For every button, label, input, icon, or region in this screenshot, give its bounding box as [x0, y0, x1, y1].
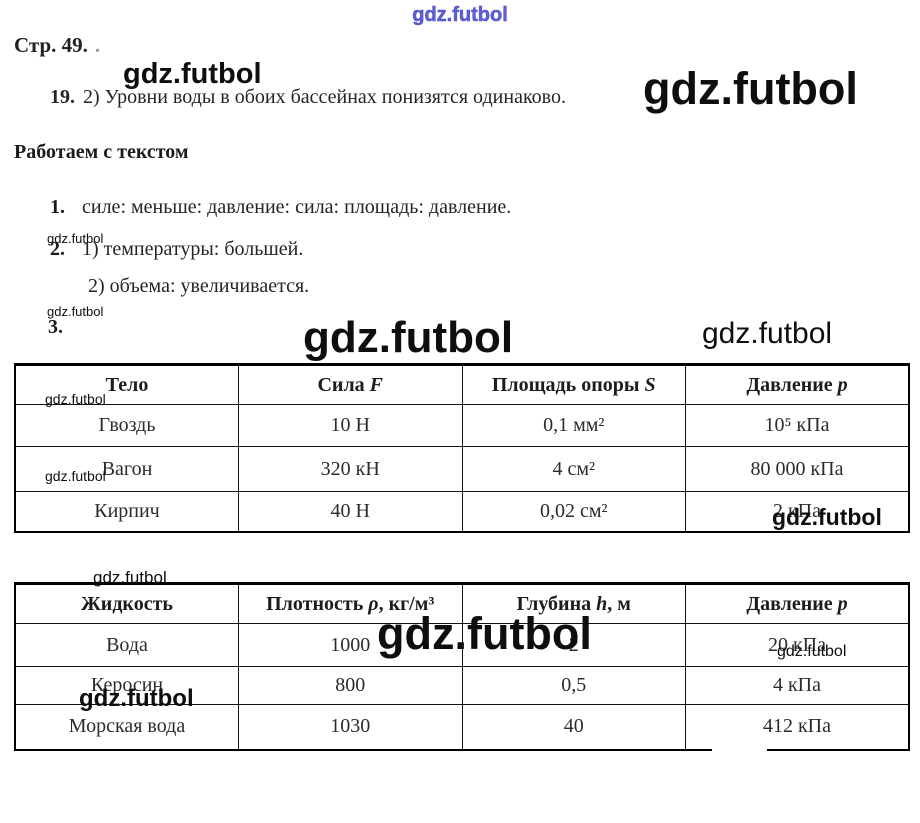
cell: 320 кН — [238, 446, 463, 492]
item-text: силе: меньше: давление: сила: площадь: д… — [82, 196, 512, 218]
header-label: Площадь опоры — [491, 373, 645, 396]
col-header-body: Тело — [14, 364, 239, 405]
item-text: 1) температуры: большей. — [82, 238, 304, 260]
header-label: Давление — [746, 592, 838, 615]
header-var: p — [837, 373, 848, 396]
header-label: Сила — [317, 373, 370, 396]
scan-border-gap — [712, 745, 767, 753]
watermark: gdz.futbol — [643, 63, 858, 114]
watermark: gdz.futbol — [93, 568, 167, 587]
answer-line-19: 19. 2) Уровни воды в обоих бассейнах пони… — [50, 86, 566, 109]
header-var: ρ — [368, 592, 379, 615]
cell: 800 — [238, 666, 463, 705]
watermark: gdz.futbol — [123, 58, 262, 90]
col-header-liquid: Жидкость — [14, 583, 239, 624]
table-row: Гвоздь 10 Н 0,1 мм² 10⁵ кПа — [14, 404, 910, 447]
table-header-row: Жидкость Плотность ρ, кг/м³ Глубина h, м… — [14, 583, 910, 624]
table-header-row: Тело Сила F Площадь опоры S Давление p — [14, 364, 910, 405]
cell: 0,02 см² — [461, 491, 686, 532]
cell: Вода — [14, 623, 239, 667]
cell: Морская вода — [14, 704, 239, 750]
task-number: 19. — [50, 86, 75, 108]
col-header-pressure: Давление p — [685, 583, 910, 624]
col-header-force: Сила F — [238, 364, 463, 405]
cell: 4 кПа — [685, 666, 910, 705]
watermark: gdz.futbol — [303, 313, 514, 362]
cell: 0,1 мм² — [461, 404, 686, 447]
table-force-area-pressure: Тело Сила F Площадь опоры S Давление p Г… — [14, 363, 910, 533]
header-var: p — [837, 592, 848, 615]
col-header-area: Площадь опоры S — [461, 364, 686, 405]
answer-line-2b: 2) объема: увеличивается. — [88, 275, 309, 298]
cell: Кирпич — [14, 491, 239, 532]
task-text: 2) Уровни воды в обоих бассейнах понизят… — [83, 86, 566, 108]
cell: 2 кПа — [685, 491, 910, 532]
header-suffix: , кг/м³ — [378, 592, 435, 615]
watermark: gdz.futbol — [47, 231, 104, 246]
col-header-depth: Глубина h, м — [461, 583, 686, 624]
cell: 0,5 — [461, 666, 686, 705]
header-var: F — [369, 373, 384, 396]
header-label: Тело — [105, 373, 149, 396]
item-number: 1. — [50, 196, 65, 218]
cell: 40 — [461, 704, 686, 750]
header-label: Давление — [746, 373, 838, 396]
watermark: gdz.futbol — [45, 391, 106, 407]
cell: 20 кПа — [685, 623, 910, 667]
col-header-density: Плотность ρ, кг/м³ — [238, 583, 463, 624]
item-number: 2. — [50, 238, 65, 260]
cell: Гвоздь — [14, 404, 239, 447]
cell: 10 Н — [238, 404, 463, 447]
watermark-top-blue: gdz.futbol — [412, 4, 508, 26]
watermark: gdz.futbol — [47, 304, 104, 319]
col-header-pressure: Давление p — [685, 364, 910, 405]
heading-trailing-dot: . — [94, 33, 101, 57]
header-label: Жидкость — [81, 592, 173, 615]
watermark: gdz.futbol — [377, 608, 592, 659]
section-title: Работаем с текстом — [14, 141, 189, 163]
cell: 80 000 кПа — [685, 446, 910, 492]
cell: Вагон — [14, 446, 239, 492]
header-var: S — [644, 373, 656, 396]
cell: 4 см² — [461, 446, 686, 492]
watermark: gdz.futbol — [79, 685, 194, 712]
cell: 40 Н — [238, 491, 463, 532]
page-heading-text: Стр. 49. — [14, 33, 88, 57]
header-var: h — [596, 592, 608, 615]
header-label: Глубина — [516, 592, 597, 615]
answer-line-3: 3. — [48, 316, 80, 339]
table-row: Вода 1000 2 20 кПа — [14, 623, 910, 667]
answer-line-1: 1. силе: меньше: давление: сила: площадь:… — [50, 196, 511, 219]
item-text: 2) объема: увеличивается. — [88, 275, 310, 297]
cell: 412 кПа — [685, 704, 910, 750]
item-number: 3. — [48, 316, 63, 338]
table-row: Кирпич 40 Н 0,02 см² 2 кПа — [14, 491, 910, 532]
cell: 2 — [461, 623, 686, 667]
watermark: gdz.futbol — [777, 643, 847, 660]
header-label: Плотность — [266, 592, 369, 615]
watermark: gdz.futbol — [45, 468, 106, 484]
watermark: gdz.futbol — [702, 317, 833, 350]
page-heading: Стр. 49.. — [14, 33, 100, 58]
table-row: Морская вода 1030 40 412 кПа — [14, 704, 910, 750]
cell: 1030 — [238, 704, 463, 750]
watermark: gdz.futbol — [772, 504, 882, 530]
cell: 10⁵ кПа — [685, 404, 910, 447]
table-row: Вагон 320 кН 4 см² 80 000 кПа — [14, 446, 910, 492]
answer-line-2: 2. 1) температуры: большей. — [50, 238, 303, 261]
header-suffix: , м — [607, 592, 631, 615]
table-liquid-density-depth-pressure: Жидкость Плотность ρ, кг/м³ Глубина h, м… — [14, 582, 910, 751]
